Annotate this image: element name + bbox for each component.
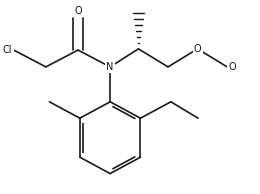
Text: O: O [194, 44, 202, 54]
Text: O: O [74, 6, 82, 16]
Text: N: N [106, 62, 114, 72]
Text: O: O [229, 62, 236, 72]
Text: Cl: Cl [3, 45, 12, 55]
